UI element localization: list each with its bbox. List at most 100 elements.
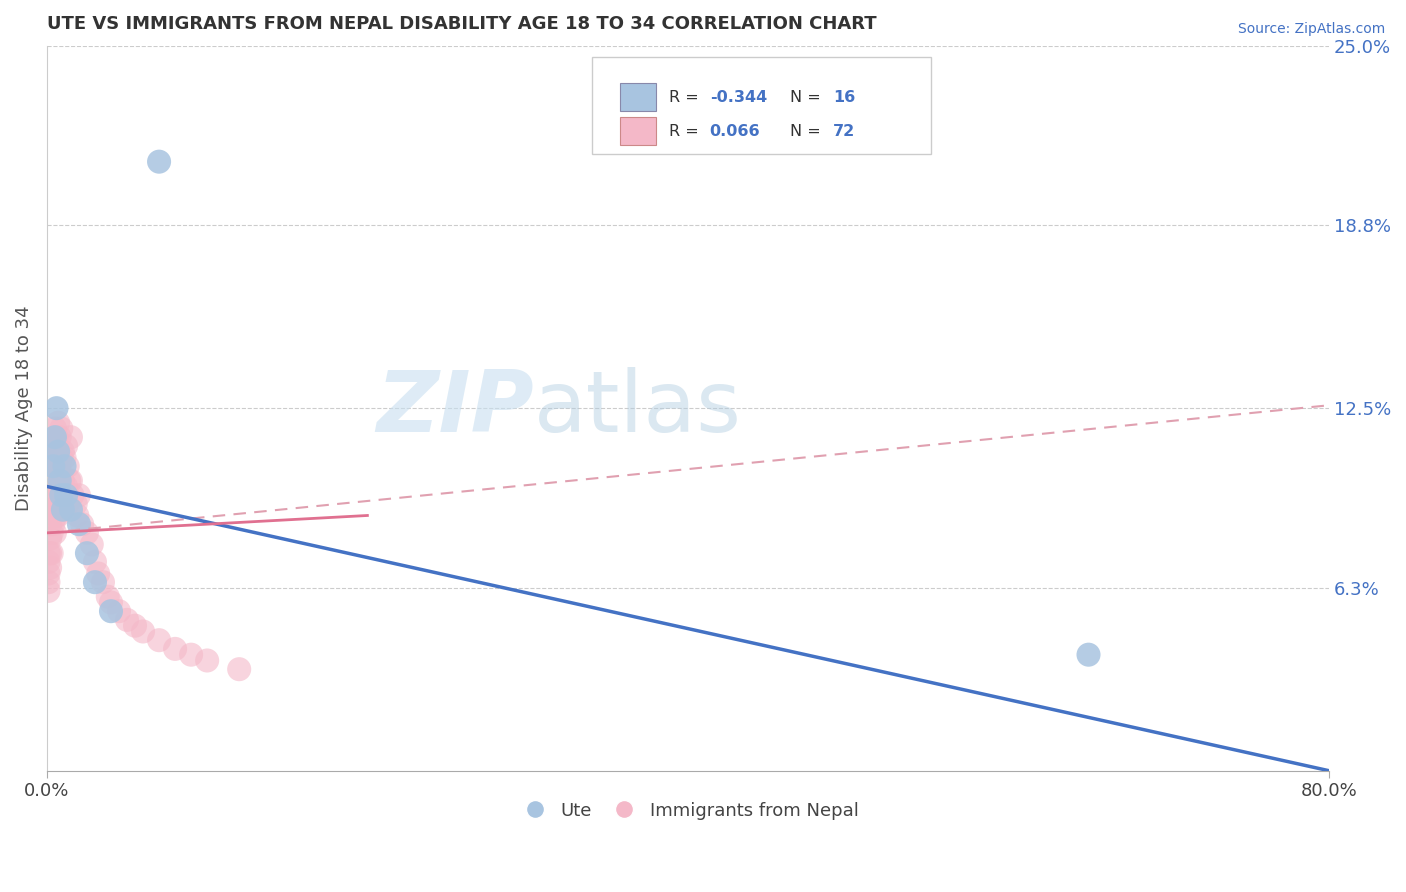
Point (46, 444, 69, 458)
Point (39, 502, 62, 516)
Point (39, 546, 62, 560)
Point (65, 497, 87, 511)
Point (132, 624, 155, 639)
Text: R =: R = (669, 124, 703, 139)
Point (46, 416, 69, 430)
Point (45, 508, 67, 523)
Point (56, 459, 79, 474)
Point (148, 154, 170, 169)
Point (180, 648, 202, 662)
Point (53, 488, 76, 502)
Point (39, 532, 62, 546)
Point (55, 479, 77, 493)
Y-axis label: Disability Age 18 to 34: Disability Age 18 to 34 (15, 305, 32, 511)
Point (58, 474, 80, 488)
Point (39, 488, 62, 502)
Point (228, 662, 250, 676)
Point (45, 450, 67, 465)
Point (42, 459, 65, 474)
Text: Source: ZipAtlas.com: Source: ZipAtlas.com (1237, 22, 1385, 37)
Point (48, 459, 70, 474)
Point (44, 444, 66, 458)
Point (70, 517, 93, 532)
Point (37, 583, 59, 598)
Point (51, 488, 73, 502)
Point (46, 479, 69, 493)
Bar (620, 83, 655, 111)
Point (44, 474, 66, 488)
Point (67, 488, 90, 502)
Point (51, 488, 73, 502)
Point (1077, 648, 1099, 662)
Point (37, 555, 59, 569)
Point (41, 525, 63, 540)
Point (53, 459, 76, 474)
Point (45, 479, 67, 493)
Point (67, 517, 90, 532)
Point (55, 488, 77, 502)
Text: 0.066: 0.066 (710, 124, 761, 139)
Point (115, 613, 138, 627)
Text: ZIP: ZIP (377, 367, 534, 450)
Point (97, 590, 120, 604)
Point (37, 566, 59, 581)
Point (84, 575, 107, 590)
Bar (620, 118, 655, 145)
Point (100, 604, 122, 618)
Point (80, 537, 103, 551)
Point (42, 517, 65, 532)
Point (62, 488, 84, 502)
Point (56, 497, 79, 511)
Point (44, 502, 66, 516)
Point (108, 604, 131, 618)
Text: UTE VS IMMIGRANTS FROM NEPAL DISABILITY AGE 18 TO 34 CORRELATION CHART: UTE VS IMMIGRANTS FROM NEPAL DISABILITY … (46, 15, 876, 33)
Point (42, 488, 65, 502)
Point (44, 421, 66, 435)
Point (39, 560, 62, 574)
Point (52, 502, 75, 516)
Point (44, 430, 66, 444)
Point (42, 459, 65, 474)
Point (39, 517, 62, 532)
Point (42, 439, 65, 453)
Text: -0.344: -0.344 (710, 89, 766, 104)
Point (52, 444, 75, 458)
Point (59, 474, 82, 488)
Text: N =: N = (790, 124, 827, 139)
Point (48, 497, 70, 511)
Point (46, 508, 69, 523)
Point (51, 450, 73, 465)
Text: atlas: atlas (534, 367, 742, 450)
Point (44, 525, 66, 540)
Point (37, 546, 59, 560)
FancyBboxPatch shape (592, 56, 931, 154)
Point (76, 525, 98, 540)
Point (55, 439, 77, 453)
Point (148, 633, 170, 648)
Text: N =: N = (790, 89, 827, 104)
Point (87, 566, 110, 581)
Text: R =: R = (669, 89, 703, 104)
Point (59, 502, 82, 516)
Point (41, 479, 63, 493)
Point (52, 502, 75, 516)
Point (41, 502, 63, 516)
Legend: Ute, Immigrants from Nepal: Ute, Immigrants from Nepal (510, 795, 866, 827)
Point (48, 430, 70, 444)
Point (195, 653, 218, 667)
Text: 16: 16 (832, 89, 855, 104)
Point (41, 459, 63, 474)
Point (53, 450, 76, 465)
Point (66, 508, 89, 523)
Point (52, 474, 75, 488)
Text: 72: 72 (832, 124, 855, 139)
Point (51, 421, 73, 435)
Point (124, 618, 146, 632)
Point (165, 641, 187, 656)
Point (76, 546, 98, 560)
Point (100, 595, 122, 609)
Point (41, 546, 63, 560)
Point (37, 575, 59, 590)
Point (91, 575, 114, 590)
Point (45, 401, 67, 416)
